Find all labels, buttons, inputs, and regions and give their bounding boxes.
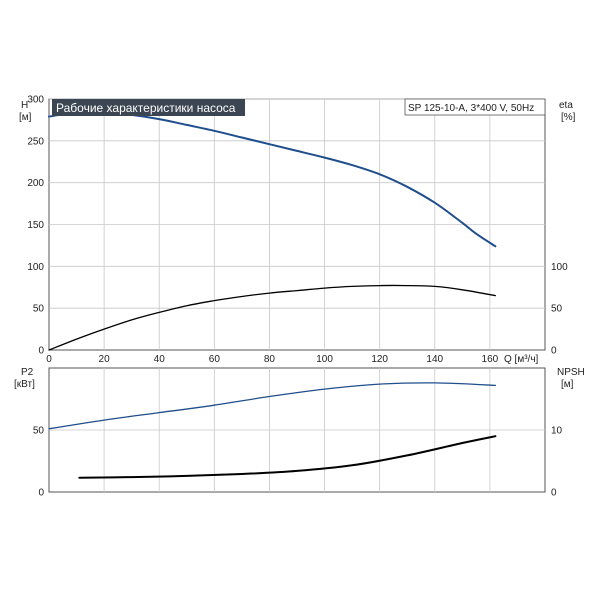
upper-left-tick-label: 0 [38,346,44,357]
x-tick-label: 0 [46,354,52,365]
upper-right-axis-label: eta [559,100,573,111]
lower-left-axis-label: P2 [21,367,34,378]
chart-title: Рабочие характеристики насоса [56,101,236,115]
lower-series-right-line [78,435,497,479]
lower-right-axis-unit: [м] [561,379,574,390]
upper-grid [48,98,546,351]
lower-grid [48,367,546,493]
upper-series-right-line [48,284,497,351]
lower-series [48,382,497,479]
lower-left-axis-unit: [кВт] [14,379,35,390]
upper-right-axis-unit: [%] [561,112,576,123]
x-tick-label: 160 [482,354,499,365]
x-tick-label: 20 [99,354,111,365]
chart-title-badge [52,99,245,116]
lower-left-tick-label: 50 [33,426,45,437]
x-tick-label: 100 [316,354,333,365]
lower-right-tick-label: 0 [551,488,557,499]
upper-right-tick-label: 100 [551,262,568,273]
lower-left-tick-label: 0 [38,488,44,499]
upper-left-tick-label: 200 [27,178,44,189]
x-tick-label: 140 [426,354,443,365]
model-annotation-box [404,98,546,116]
x-tick-label: 80 [264,354,276,365]
upper-left-tick-label: 300 [27,95,44,106]
x-tick-label: 120 [371,354,388,365]
model-annotation: SP 125-10-A, 3*400 V, 50Hz [408,103,534,114]
upper-left-tick-label: 100 [27,262,44,273]
x-tick-label: 40 [154,354,166,365]
upper-right-tick-label: 0 [551,346,557,357]
lower-right-axis-label: NPSH [557,367,585,378]
upper-series-left-line [48,110,497,248]
upper-left-tick-label: 150 [27,220,44,231]
upper-left-tick-label: 50 [33,304,45,315]
x-axis-label: Q [м³/ч] [504,354,539,365]
lower-series-left-line [48,382,497,430]
lower-right-tick-label: 10 [551,426,563,437]
upper-series [48,110,497,351]
upper-left-tick-label: 250 [27,136,44,147]
upper-right-tick-label: 50 [551,304,563,315]
x-tick-label: 60 [209,354,221,365]
upper-left-axis-label: H [21,100,28,111]
upper-left-axis-unit: [м] [19,112,32,123]
